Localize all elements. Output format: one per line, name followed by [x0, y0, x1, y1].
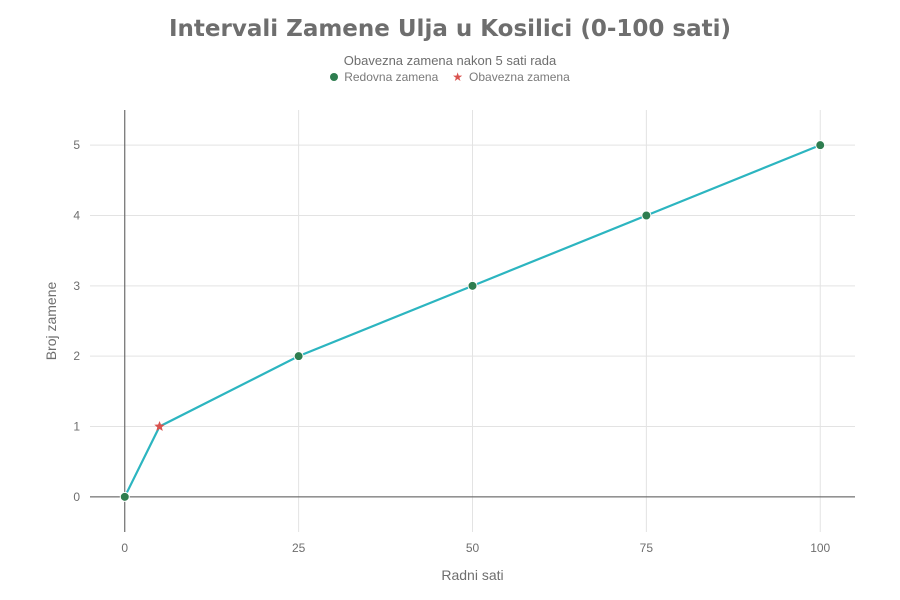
- star-marker[interactable]: [154, 421, 165, 431]
- y-tick-label: 5: [73, 138, 80, 152]
- x-axis-title: Radni sati: [441, 567, 503, 583]
- circle-marker-icon: [330, 73, 339, 81]
- circle-marker[interactable]: [641, 210, 652, 221]
- x-tick-label: 25: [292, 541, 306, 555]
- chart-subtitle: Obavezna zamena nakon 5 sati rada: [343, 53, 557, 68]
- x-tick-label: 100: [810, 541, 830, 555]
- y-tick-label: 2: [73, 349, 80, 363]
- circle-marker[interactable]: [293, 351, 304, 362]
- legend-entry-mandatory[interactable]: ★ Obavezna zamena: [452, 70, 570, 84]
- series-line-path: [123, 144, 821, 498]
- legend-entry-regular[interactable]: Redovna zamena: [330, 70, 438, 84]
- x-tick-label: 75: [640, 541, 654, 555]
- circle-marker[interactable]: [119, 491, 130, 502]
- axes: [90, 110, 855, 532]
- markers: [119, 140, 826, 502]
- y-tick-label: 3: [73, 279, 80, 293]
- grid: [90, 110, 855, 532]
- x-tick-label: 0: [121, 541, 128, 555]
- tick-labels: 0 25 50 75 100 0 1 2 3 4 5: [73, 138, 830, 555]
- legend-label-regular: Redovna zamena: [344, 70, 439, 84]
- chart-title: Intervali Zamene Ulja u Kosilici (0-100 …: [168, 16, 732, 42]
- y-axis-title: Broj zamene: [43, 281, 59, 360]
- y-tick-label: 0: [73, 490, 80, 504]
- circle-marker[interactable]: [467, 280, 478, 291]
- y-tick-label: 1: [73, 420, 80, 434]
- series-line: [123, 144, 821, 498]
- legend-label-mandatory: Obavezna zamena: [469, 70, 570, 84]
- star-marker-icon: ★: [452, 70, 464, 84]
- y-tick-label: 4: [73, 209, 80, 223]
- circle-marker[interactable]: [815, 140, 826, 151]
- x-tick-label: 50: [466, 541, 480, 555]
- legend: Redovna zamena ★ Obavezna zamena: [0, 70, 900, 84]
